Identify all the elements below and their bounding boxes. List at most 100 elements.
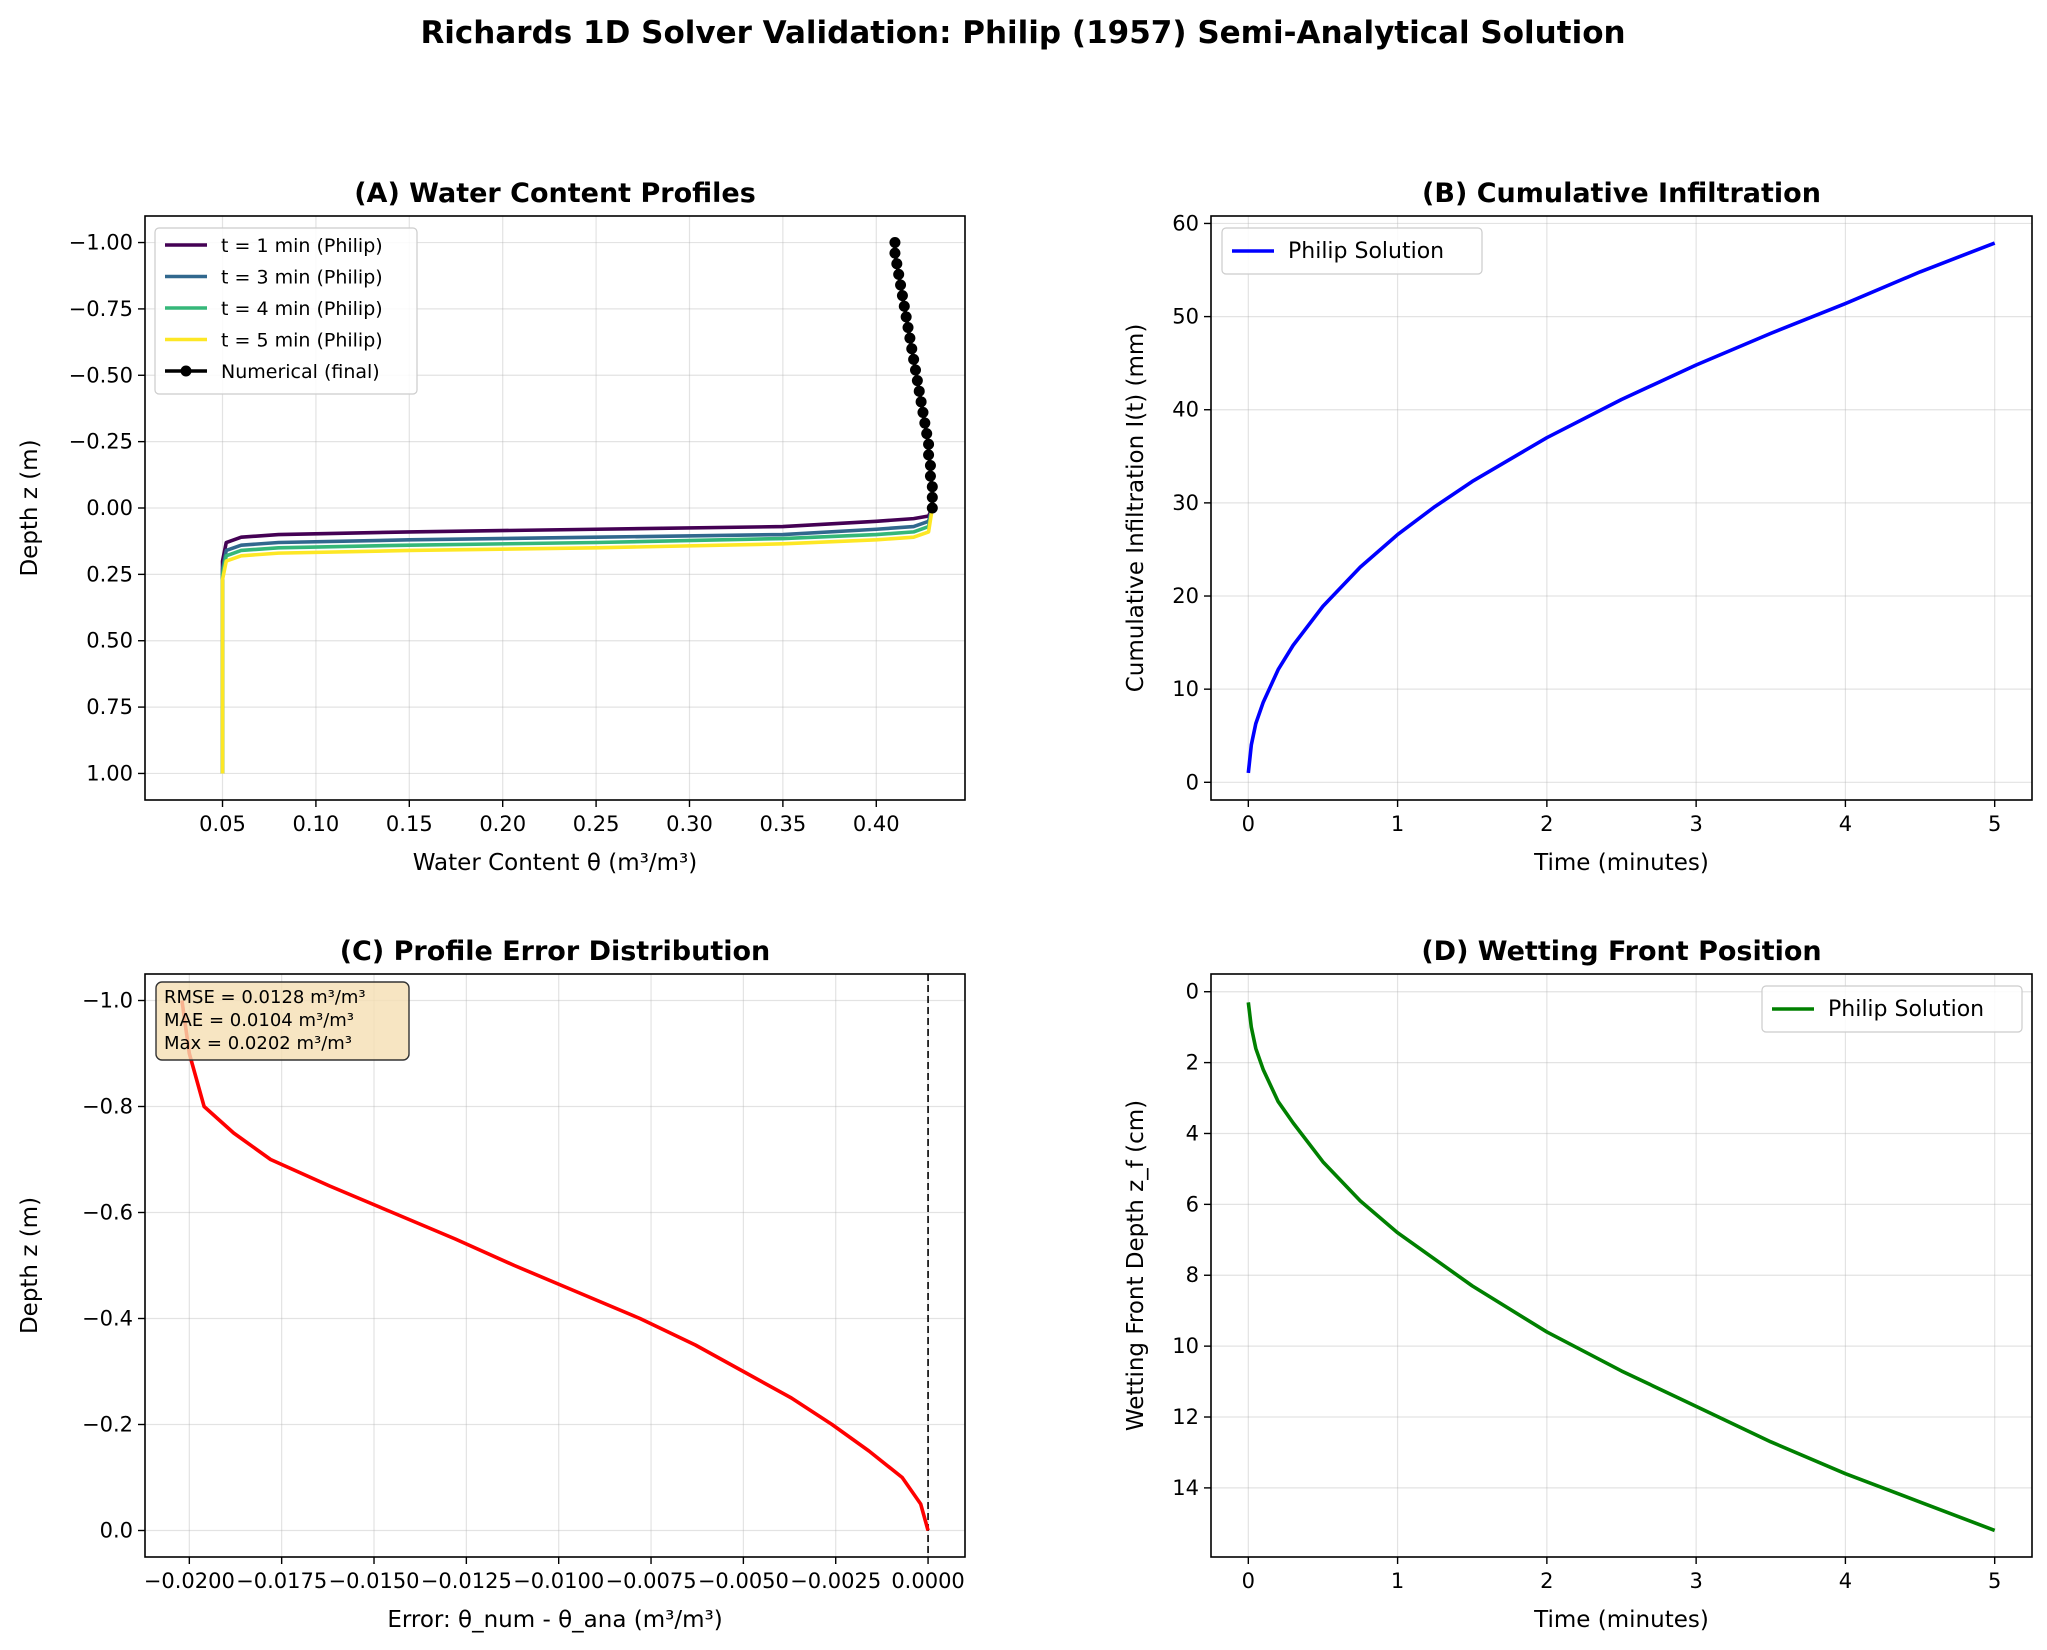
legend-marker	[180, 365, 192, 377]
y-tick-label: 0.0	[100, 1519, 133, 1543]
series-group	[220, 237, 938, 774]
legend: Philip Solution	[1761, 985, 2023, 1033]
series-point	[921, 428, 933, 440]
y-axis-label: Cumulative Infiltration I(t) (mm)	[1123, 324, 1149, 693]
series-point	[904, 332, 916, 344]
panel-water-content-profiles: 0.05 0.10 0.15 0.20 0.25 0.30 0.35 0.40 −1.00 −0.…	[17, 178, 966, 876]
x-tick-label: 5	[1988, 812, 2001, 836]
legend-box	[1221, 227, 1483, 275]
plot-area	[145, 974, 965, 1557]
legend-entry-label: t = 5 min (Philip)	[221, 330, 383, 352]
panel-profile-error-distribution: −0.0200 −0.0175 −0.0150 −0.0125 −0.0100 −0.00…	[17, 936, 966, 1633]
series-point	[902, 321, 914, 333]
y-tick-label: 6	[1186, 1192, 1199, 1216]
y-tick-label: 50	[1172, 305, 1199, 329]
y-tick-label: 12	[1172, 1405, 1199, 1429]
x-tick-label: 0.25	[573, 812, 620, 836]
series-line-1	[220, 507, 935, 774]
y-tick-label: 1.00	[86, 761, 133, 785]
panel-title: (D) Wetting Front Position	[1421, 936, 1821, 967]
series-group	[180, 1000, 930, 1531]
legend: t = 1 min (Philip) t = 3 min (Philip) t = …	[154, 227, 418, 395]
series-point	[895, 279, 907, 291]
panel-title: (A) Water Content Profiles	[354, 178, 756, 209]
y-tick-label: 8	[1186, 1263, 1199, 1287]
series-point	[889, 247, 901, 259]
y-tick-label: 30	[1172, 491, 1199, 515]
y-tick-label: 60	[1172, 211, 1199, 235]
y-tick-label: −0.4	[82, 1307, 133, 1331]
y-tick-label: −0.2	[82, 1413, 133, 1437]
stats-line: Max = 0.0202 m³/m³	[164, 1033, 352, 1054]
y-tick-label: −1.00	[69, 231, 133, 255]
x-tick-label: 0.20	[479, 812, 526, 836]
series-point	[911, 375, 923, 387]
x-axis-label: Water Content θ (m³/m³)	[413, 850, 697, 876]
x-tick-label: 3	[1689, 1569, 1702, 1593]
y-tick-label: 10	[1172, 677, 1199, 701]
series-line-0	[220, 507, 934, 774]
y-tick-label: 40	[1172, 398, 1199, 422]
y-axis-label: Wetting Front Depth z_f (cm)	[1123, 1100, 1149, 1431]
x-tick-label: 0.30	[666, 812, 713, 836]
series-point	[910, 364, 922, 376]
series-point	[917, 406, 929, 418]
figure-title: Richards 1D Solver Validation: Philip (1…	[420, 15, 1625, 51]
x-tick-label: 0.15	[386, 812, 433, 836]
series-line-3	[220, 507, 935, 774]
series-group	[1246, 241, 1996, 774]
series-point	[924, 460, 936, 472]
y-tick-label: 2	[1186, 1051, 1199, 1075]
x-tick-label: 4	[1839, 1569, 1852, 1593]
y-tick-label: 14	[1172, 1476, 1199, 1500]
x-tick-label: 2	[1540, 1569, 1553, 1593]
x-tick-label: −0.0175	[236, 1569, 327, 1593]
y-tick-label: −0.8	[82, 1095, 133, 1119]
plot-area	[1211, 974, 2032, 1557]
series-point	[923, 449, 935, 461]
stats-line: MAE = 0.0104 m³/m³	[164, 1010, 354, 1031]
x-tick-label: −0.0200	[144, 1569, 235, 1593]
x-tick-label: 0.05	[199, 812, 246, 836]
legend-entry-label: t = 4 min (Philip)	[221, 298, 383, 320]
x-tick-label: 2	[1540, 812, 1553, 836]
y-tick-label: 0	[1186, 980, 1199, 1004]
y-axis-label: Depth z (m)	[17, 439, 43, 576]
series-point	[889, 237, 901, 249]
stats-line: RMSE = 0.0128 m³/m³	[164, 987, 366, 1008]
axes-frame	[144, 973, 966, 1558]
series-point	[891, 258, 903, 270]
series-point	[923, 438, 935, 450]
y-tick-label: 4	[1186, 1121, 1199, 1145]
x-tick-label: −0.0150	[328, 1569, 419, 1593]
y-tick-label: −0.75	[69, 297, 133, 321]
y-tick-label: 20	[1172, 584, 1199, 608]
series-point	[926, 491, 938, 503]
y-tick-label: −0.50	[69, 363, 133, 387]
x-tick-label: −0.0100	[513, 1569, 604, 1593]
x-axis-label: Error: θ_num - θ_ana (m³/m³)	[387, 1607, 722, 1633]
x-tick-label: −0.0025	[790, 1569, 881, 1593]
x-tick-label: 1	[1391, 1569, 1404, 1593]
y-tick-label: −0.25	[69, 430, 133, 454]
series-point	[908, 353, 920, 365]
y-tick-label: 0	[1186, 770, 1199, 794]
legend-entry-label: Numerical (final)	[221, 361, 380, 383]
legend: Philip Solution	[1221, 227, 1483, 275]
series-line-0	[180, 1000, 930, 1531]
x-tick-label: −0.0125	[421, 1569, 512, 1593]
series-point	[926, 502, 938, 514]
series-point	[924, 470, 936, 482]
legend-entry-label: t = 3 min (Philip)	[221, 267, 383, 289]
x-tick-label: 0.40	[853, 812, 900, 836]
x-tick-label: 0.35	[759, 812, 806, 836]
series-line-2	[220, 507, 935, 774]
series-point	[926, 481, 938, 493]
series-point	[900, 311, 912, 323]
stats-box	[155, 981, 410, 1061]
series-point	[896, 290, 908, 302]
x-tick-label: 1	[1391, 812, 1404, 836]
